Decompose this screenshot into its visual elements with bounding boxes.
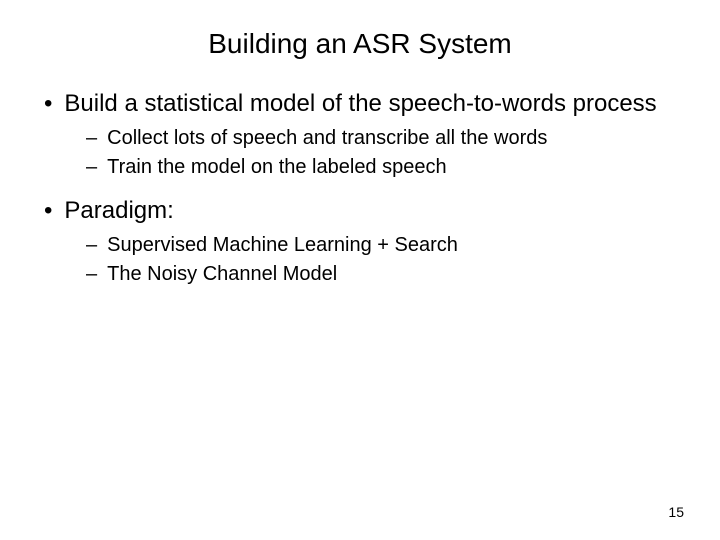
dash-marker: – <box>86 154 97 181</box>
sub-bullet-list: – Supervised Machine Learning + Search –… <box>44 232 684 288</box>
bullet-text: Paradigm: <box>64 195 684 226</box>
sub-bullet-list: – Collect lots of speech and transcribe … <box>44 125 684 181</box>
sub-text: Supervised Machine Learning + Search <box>107 232 458 259</box>
main-bullet-list: • Build a statistical model of the speec… <box>36 88 684 288</box>
bullet-marker: • <box>44 195 52 226</box>
dash-marker: – <box>86 232 97 259</box>
sub-item: – The Noisy Channel Model <box>86 261 684 288</box>
dash-marker: – <box>86 261 97 288</box>
page-number: 15 <box>668 504 684 520</box>
bullet-marker: • <box>44 88 52 119</box>
sub-item: – Supervised Machine Learning + Search <box>86 232 684 259</box>
dash-marker: – <box>86 125 97 152</box>
slide-title: Building an ASR System <box>36 28 684 60</box>
sub-item: – Collect lots of speech and transcribe … <box>86 125 684 152</box>
sub-text: Collect lots of speech and transcribe al… <box>107 125 547 152</box>
sub-item: – Train the model on the labeled speech <box>86 154 684 181</box>
bullet-item: • Build a statistical model of the speec… <box>44 88 684 119</box>
bullet-item: • Paradigm: <box>44 195 684 226</box>
bullet-text: Build a statistical model of the speech-… <box>64 88 684 119</box>
sub-text: The Noisy Channel Model <box>107 261 337 288</box>
sub-text: Train the model on the labeled speech <box>107 154 446 181</box>
